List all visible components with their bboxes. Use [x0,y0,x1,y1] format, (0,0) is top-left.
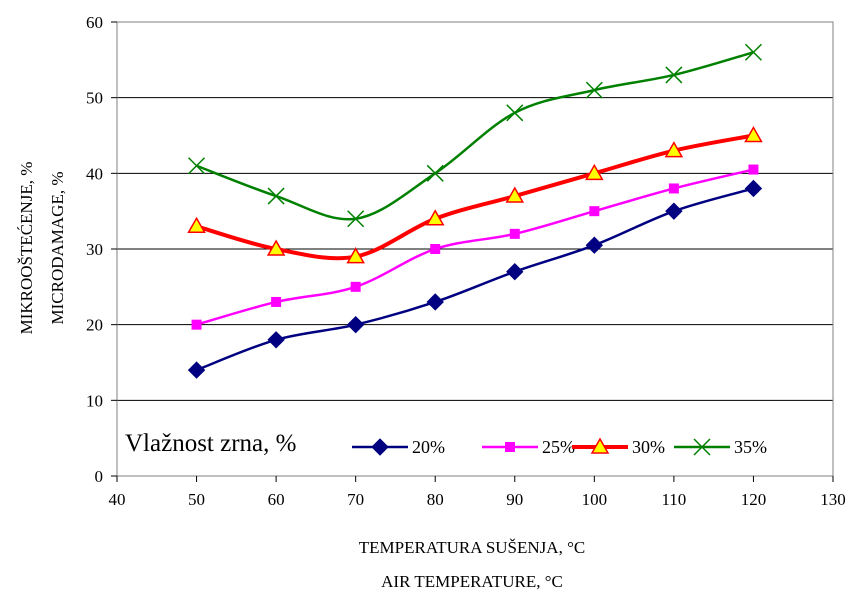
series-line [196,187,754,372]
x-tick-label: 100 [582,490,608,509]
series-line [196,51,754,221]
x-axis-label-line-2: AIR TEMPERATURE, °C [381,572,563,591]
legend-item-30pct: 30% [572,437,665,457]
x-tick-label: 60 [268,490,285,509]
data-point [426,164,444,182]
legend-label: 35% [734,437,767,457]
data-point [425,209,445,226]
y-tick-label: 20 [86,316,103,335]
x-axis-label-line-1: TEMPERATURA SUŠENJA, °C [359,538,585,557]
data-point [589,206,600,217]
legend-item-25pct: 25% [482,437,575,457]
data-point [347,210,365,228]
series-line [196,168,754,326]
series-20pct [187,179,763,379]
series-line [196,133,754,261]
x-tick-label: 80 [427,490,444,509]
y-axis-label-line-2: MICRODAMAGE, % [48,172,67,325]
x-tick-label: 90 [506,490,523,509]
data-point [346,315,365,334]
y-tick-label: 60 [86,13,103,32]
x-axis-ticks: 40 50 60 70 80 90 100 110 120 130 [109,476,846,509]
x-tick-label: 120 [741,490,767,509]
x-marker-stroke [744,43,762,61]
data-point [585,163,604,181]
legend-swatch-marker [505,442,515,452]
y-tick-label: 50 [86,89,103,108]
data-point [506,262,524,281]
data-point [665,66,683,84]
legend-title: Vlažnost zrna, % [125,430,296,457]
series-35pct [188,43,762,228]
data-point [350,281,361,292]
legend: Vlažnost zrna, % 20% 25% 30% 35% [125,430,767,457]
data-point [187,361,206,379]
x-tick-label: 70 [347,490,364,509]
data-point [188,157,206,175]
x-tick-label: 40 [109,490,126,509]
legend-label: 25% [542,437,575,457]
x-marker-stroke [426,164,444,182]
x-tick-label: 110 [661,490,686,509]
legend-swatch-marker [590,437,610,454]
data-point [505,186,525,203]
data-point [668,183,679,194]
data-point [744,43,762,61]
legend-item-20pct: 20% [352,437,445,457]
x-tick-label: 130 [820,490,846,509]
x-axis-label: TEMPERATURA SUŠENJA, °C AIR TEMPERATURE,… [359,538,585,591]
data-point [430,244,441,254]
x-marker-stroke [665,66,683,84]
series-30pct [187,125,763,264]
y-tick-label: 0 [95,467,104,486]
legend-label: 20% [412,437,445,457]
data-point [271,296,282,307]
y-tick-label: 30 [86,240,103,259]
data-point [191,319,202,330]
data-point [267,187,285,205]
data-point [506,104,524,122]
data-point [267,331,285,349]
x-marker-stroke [347,210,365,228]
legend-label: 30% [632,437,665,457]
x-marker-stroke [188,157,206,175]
data-point [664,141,684,158]
y-axis-label: MIKROOŠTEĆENJE, % MICRODAMAGE, % [17,162,67,335]
legend-swatch-marker [371,438,389,456]
data-point [585,236,604,254]
grid-lines [117,97,833,401]
x-marker-stroke [585,81,603,99]
x-marker-stroke [506,104,524,122]
data-point [665,202,683,220]
legend-swatch-marker [693,438,711,456]
y-axis-ticks: 0 10 20 30 40 50 60 [86,13,117,486]
data-point [585,81,603,99]
data-point [509,228,520,239]
y-tick-label: 40 [86,164,103,183]
y-tick-label: 10 [86,391,103,410]
x-tick-label: 50 [188,490,205,509]
series-25pct [191,164,759,330]
data-point [744,179,763,198]
series-group [187,43,763,379]
data-point [426,293,444,311]
data-point [187,216,206,234]
data-point [266,239,286,256]
data-point [346,247,365,264]
data-point [748,164,759,175]
legend-item-35pct: 35% [674,437,767,457]
x-marker-stroke [693,438,711,456]
x-marker-stroke [267,187,285,205]
data-point [744,125,763,143]
y-axis-label-line-1: MIKROOŠTEĆENJE, % [17,162,36,335]
